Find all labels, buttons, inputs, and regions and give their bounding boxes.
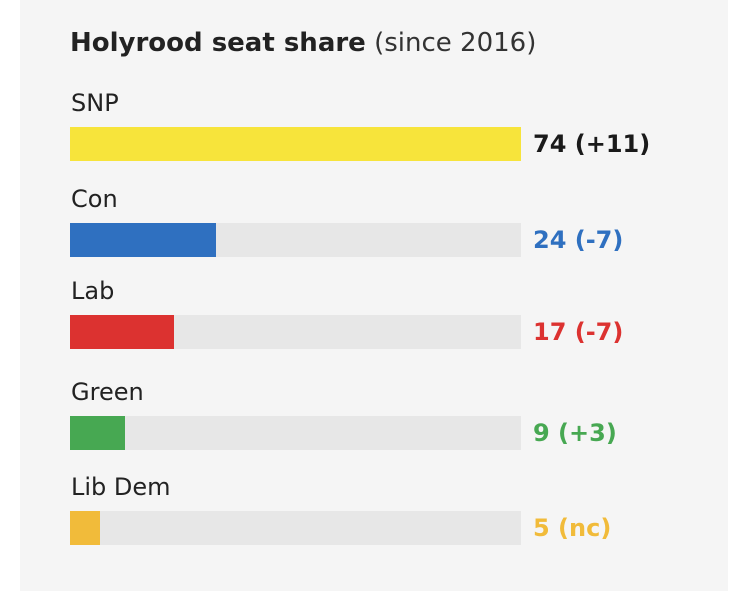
bar-row-lab: Lab 17 (-7) bbox=[70, 277, 690, 367]
chart-subtitle: (since 2016) bbox=[374, 28, 537, 58]
chart-title-main: Holyrood seat share bbox=[70, 28, 366, 58]
bar-label-lab: Lab bbox=[71, 277, 115, 305]
value-label-lib-dem: 5 (nc) bbox=[533, 514, 612, 542]
bar-label-snp: SNP bbox=[71, 89, 119, 117]
bar-row-lib-dem: Lib Dem 5 (nc) bbox=[70, 473, 690, 563]
value-label-con: 24 (-7) bbox=[533, 226, 624, 254]
bar-row-con: Con 24 (-7) bbox=[70, 185, 690, 275]
bar-track-lab bbox=[70, 315, 521, 349]
chart-title: Holyrood seat share (since 2016) bbox=[70, 28, 536, 58]
bar-track-lib-dem bbox=[70, 511, 521, 545]
bar-green bbox=[70, 416, 125, 450]
bar-snp bbox=[70, 127, 521, 161]
bar-lab bbox=[70, 315, 174, 349]
bar-lib-dem bbox=[70, 511, 100, 545]
bar-row-green: Green 9 (+3) bbox=[70, 378, 690, 468]
value-label-green: 9 (+3) bbox=[533, 419, 617, 447]
bar-con bbox=[70, 223, 216, 257]
bar-label-green: Green bbox=[71, 378, 144, 406]
chart-card: Holyrood seat share (since 2016) SNP 74 … bbox=[20, 0, 728, 591]
bar-label-con: Con bbox=[71, 185, 118, 213]
bar-track-con bbox=[70, 223, 521, 257]
value-label-lab: 17 (-7) bbox=[533, 318, 624, 346]
bar-track-green bbox=[70, 416, 521, 450]
value-label-snp: 74 (+11) bbox=[533, 130, 651, 158]
bar-track-snp bbox=[70, 127, 521, 161]
bar-label-lib-dem: Lib Dem bbox=[71, 473, 171, 501]
bar-row-snp: SNP 74 (+11) bbox=[70, 89, 690, 179]
